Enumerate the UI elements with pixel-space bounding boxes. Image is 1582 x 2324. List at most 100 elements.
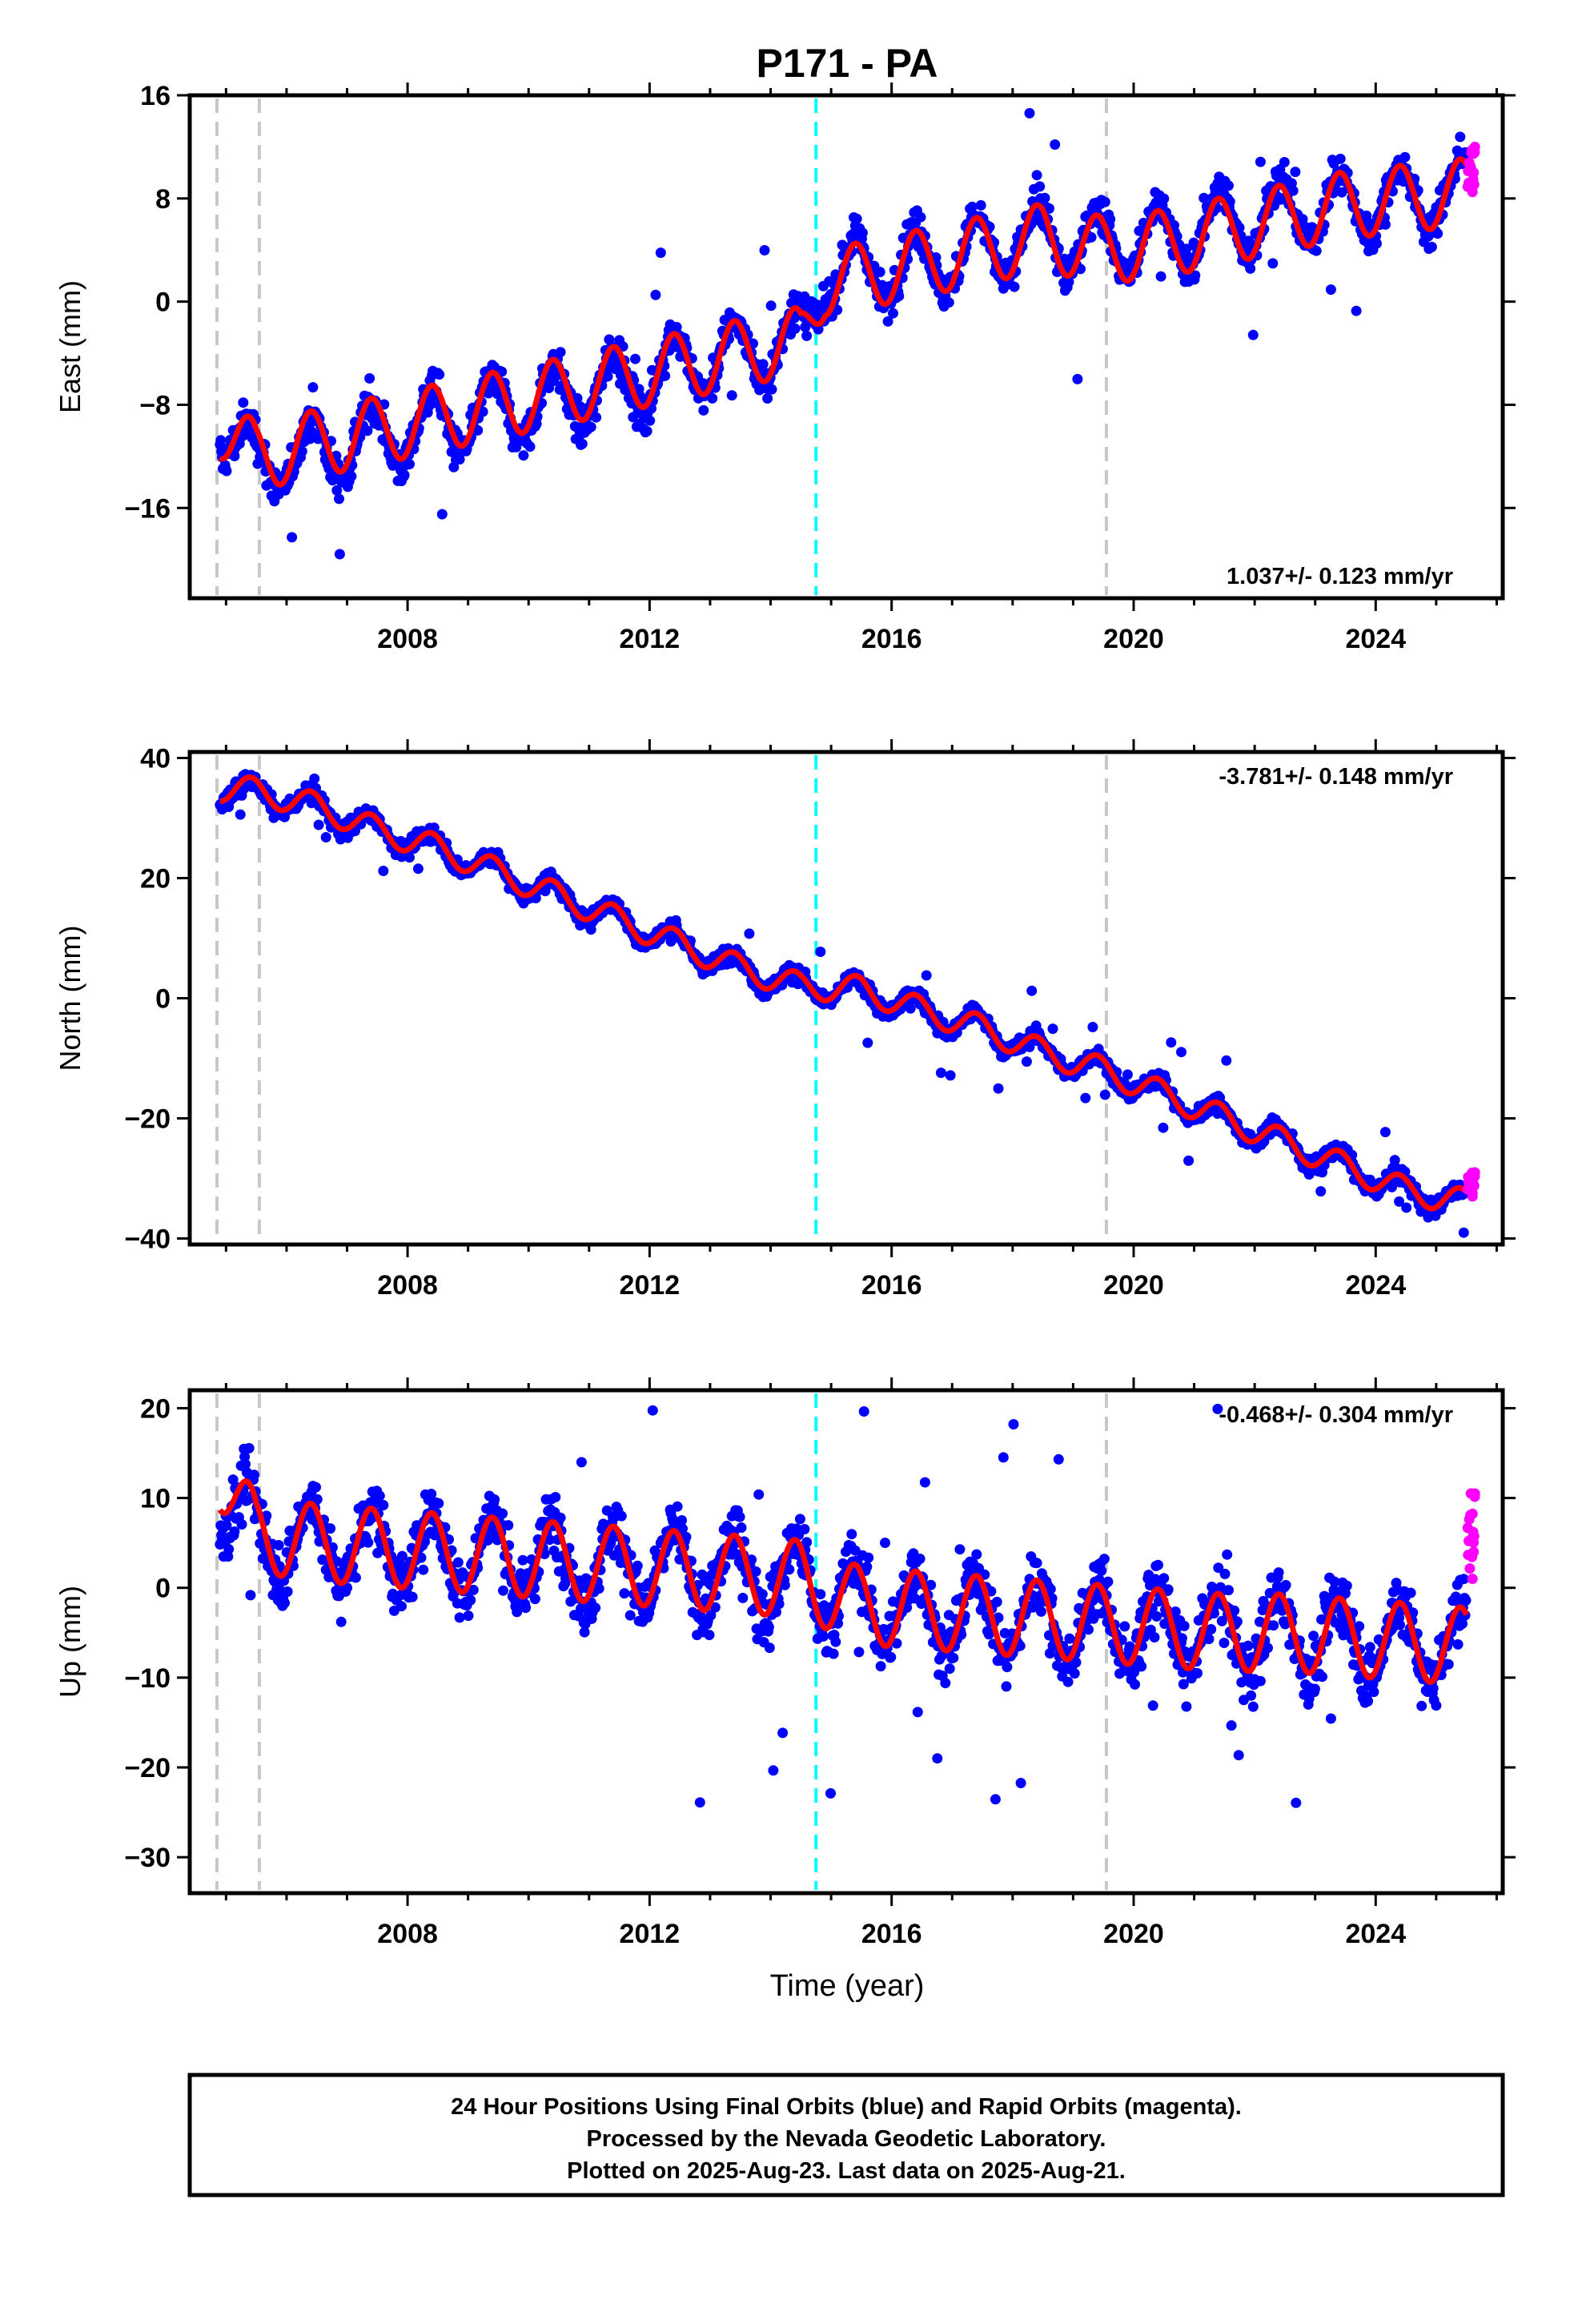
final-orbit-point [1149, 1632, 1160, 1642]
final-orbit-point [777, 1727, 789, 1739]
final-orbit-point [306, 426, 317, 437]
final-orbit-point [555, 347, 566, 358]
final-orbit-point [707, 392, 718, 404]
final-orbit-point [1279, 157, 1290, 167]
final-orbit-point [1062, 1676, 1074, 1687]
final-orbit-point [1009, 281, 1020, 292]
final-orbit-point [602, 371, 613, 382]
model-fit-line [218, 156, 1469, 488]
plot-frame [187, 93, 1505, 601]
final-orbit-point [313, 819, 324, 830]
final-orbit-point [912, 1707, 923, 1718]
final-orbit-point [862, 1037, 873, 1048]
final-orbit-point [1399, 151, 1411, 163]
final-orbit-point [650, 289, 661, 300]
final-orbit-point [1086, 231, 1097, 243]
final-orbit-point [1083, 1624, 1094, 1635]
final-orbit-point [282, 1586, 293, 1597]
final-orbit-point [813, 324, 824, 335]
final-orbit-point [418, 1564, 429, 1575]
final-orbit-point [363, 1537, 374, 1548]
final-orbit-point [436, 509, 448, 520]
final-orbit-point [1158, 1573, 1170, 1584]
final-orbit-point [1122, 1069, 1133, 1080]
final-orbit-point [644, 415, 656, 426]
final-orbit-point [243, 1442, 255, 1454]
final-orbit-point [704, 1630, 715, 1641]
final-orbit-point [1379, 219, 1391, 230]
final-orbit-point [1335, 153, 1346, 164]
final-orbit-point [1080, 1092, 1091, 1104]
final-orbit-point [935, 1068, 946, 1079]
final-orbit-point [630, 353, 640, 364]
final-orbit-point [1015, 1778, 1026, 1788]
final-orbit-point [893, 291, 905, 302]
final-orbit-point [801, 330, 813, 341]
final-orbit-point [1096, 1565, 1107, 1576]
final-orbit-point [334, 549, 345, 560]
final-orbit-point [799, 1524, 810, 1534]
final-orbit-point [1158, 193, 1170, 204]
final-orbit-point [576, 1457, 587, 1468]
y-tick-label: 0 [155, 984, 171, 1015]
final-orbit-point [736, 1522, 747, 1533]
final-orbit-point [1034, 181, 1046, 192]
final-orbit-point [764, 1642, 775, 1654]
final-orbit-point [524, 441, 536, 452]
final-orbit-point [465, 1594, 476, 1606]
x-tick-label: 2016 [861, 1270, 922, 1301]
rate-label: 1.037+/- 0.123 mm/yr [1227, 564, 1453, 589]
x-tick-label: 2024 [1345, 1270, 1406, 1301]
final-orbit-point [954, 1544, 966, 1555]
final-orbit-point [325, 1523, 336, 1534]
final-orbit-point [1069, 1668, 1080, 1679]
final-orbit-point [672, 1501, 683, 1512]
final-orbit-point [944, 1663, 955, 1675]
final-orbit-point [800, 321, 811, 332]
final-orbit-point [1031, 170, 1042, 181]
final-orbit-point [215, 435, 227, 446]
final-orbit-point [311, 1482, 321, 1493]
final-orbit-point [1181, 1701, 1192, 1712]
y-tick-label: 8 [155, 184, 171, 215]
final-orbit-point [407, 1591, 418, 1602]
final-orbit-point [1087, 1022, 1098, 1032]
final-orbit-point [744, 928, 755, 939]
final-orbit-point [905, 1003, 916, 1014]
final-orbit-point [966, 201, 978, 212]
final-orbit-point [815, 1589, 826, 1600]
final-orbit-point [1325, 284, 1336, 296]
final-orbit-point [378, 866, 389, 876]
final-orbit-point [477, 406, 488, 417]
final-orbit-point [1297, 214, 1308, 225]
rapid-orbit-point [1469, 1171, 1480, 1182]
final-orbit-point [726, 390, 737, 401]
final-orbit-point [248, 1470, 259, 1481]
final-orbit-point [830, 1636, 841, 1647]
final-orbit-point [335, 1616, 347, 1627]
final-orbit-point [694, 1797, 705, 1808]
rapid-orbit-point [1469, 147, 1480, 158]
x-tick-label: 2008 [377, 624, 438, 654]
final-orbit-point [1181, 243, 1192, 255]
x-tick-label: 2020 [1103, 624, 1164, 654]
final-orbit-point [921, 970, 932, 981]
final-orbit-point [498, 1585, 508, 1596]
final-orbit-point [784, 1564, 795, 1575]
y-axis-label: North (mm) [54, 926, 86, 1072]
final-orbit-point [396, 1601, 407, 1612]
final-orbit-point [1432, 228, 1443, 239]
final-orbit-point [1063, 276, 1074, 287]
final-orbit-point [734, 1511, 745, 1522]
final-orbit-point [1021, 1056, 1032, 1068]
rapid-orbit-point [1468, 1180, 1480, 1192]
final-orbit-point [815, 947, 826, 957]
final-orbit-point [1389, 51, 1399, 62]
final-orbit-point [1221, 1055, 1232, 1066]
final-orbit-point [1001, 1681, 1012, 1692]
final-orbit-point [1455, 131, 1466, 143]
final-orbit-point [238, 397, 249, 408]
final-orbit-point [1098, 1554, 1110, 1565]
final-orbit-point [759, 245, 770, 255]
final-orbit-point [971, 1549, 982, 1560]
